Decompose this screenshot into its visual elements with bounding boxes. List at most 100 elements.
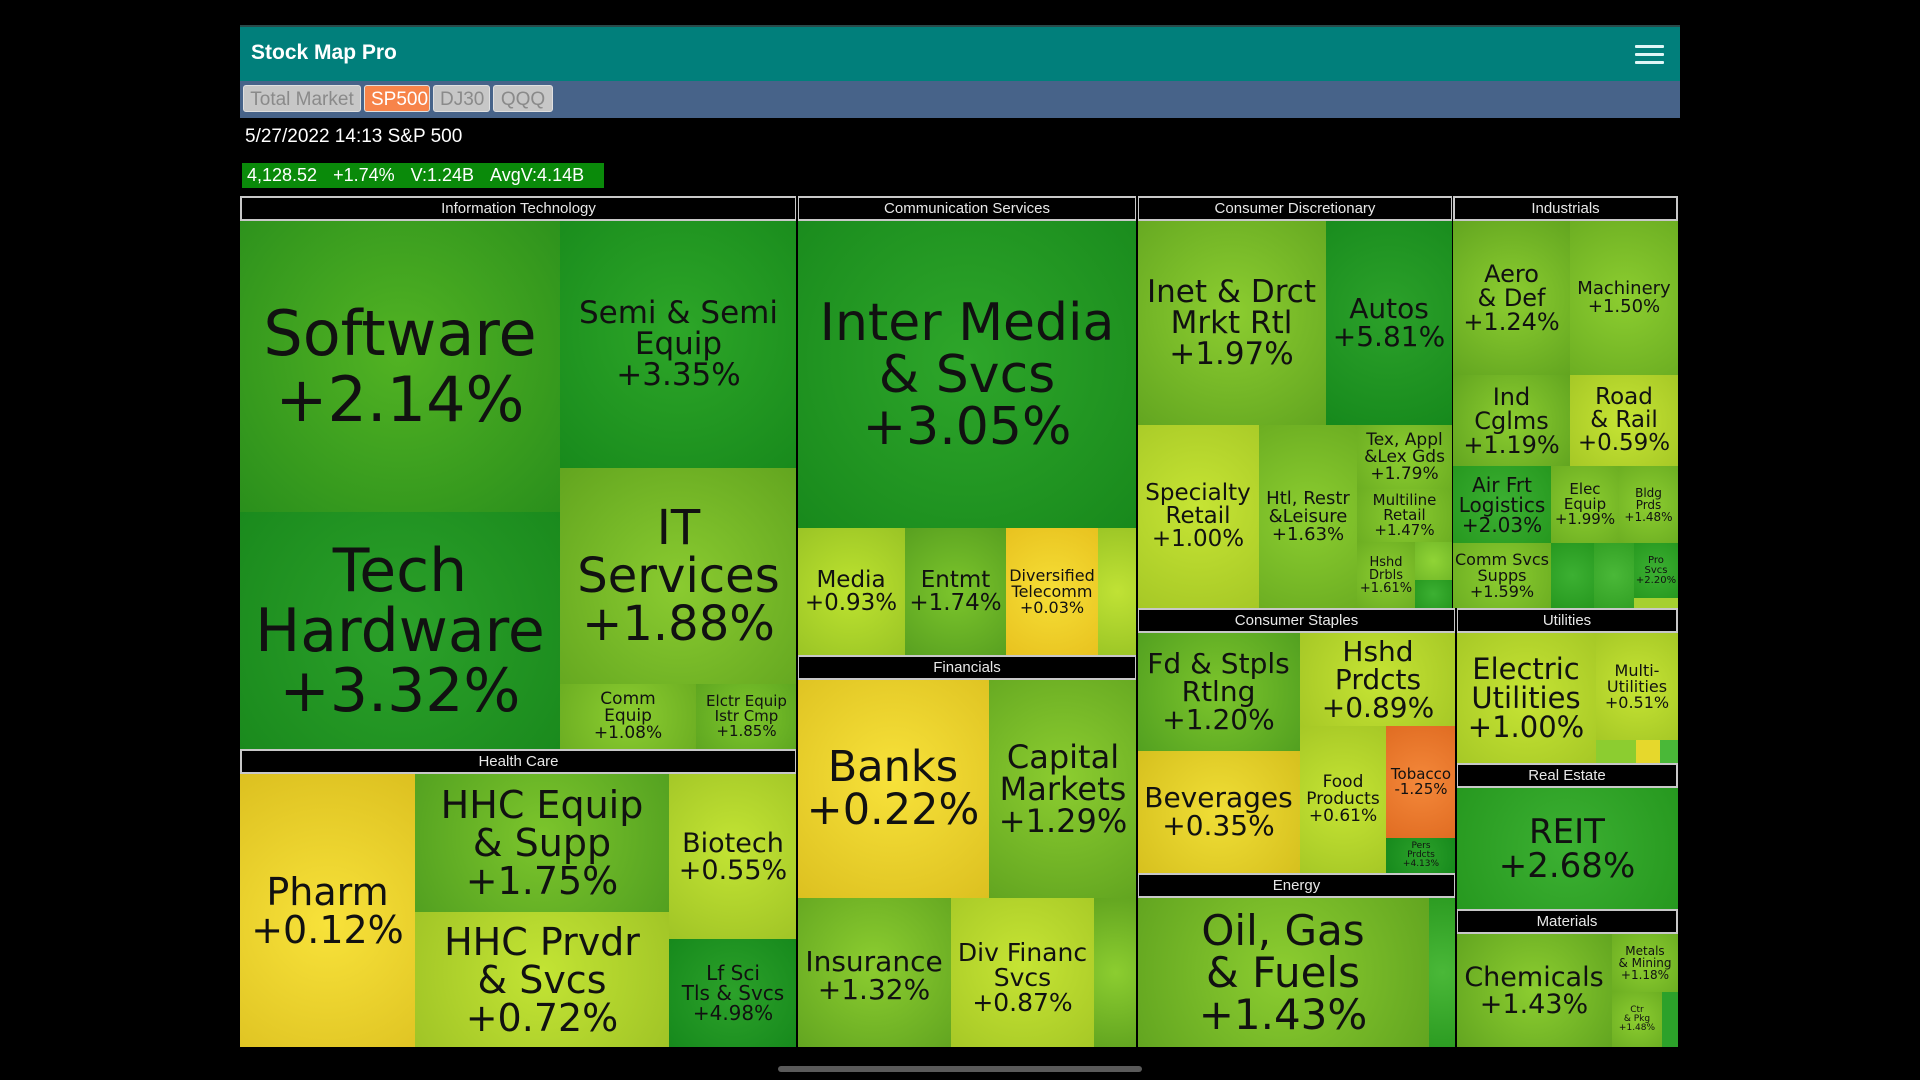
treemap-cell-util-other-2[interactable] [1636, 740, 1660, 763]
sector-header-communication-services[interactable]: Communication Services [797, 196, 1137, 221]
treemap-cell-multiline-retail[interactable]: Multiline Retail +1.47% [1357, 489, 1452, 542]
treemap-cell-tech-hardware[interactable]: Tech Hardware +3.32% [240, 512, 560, 749]
cell-name: Div Financ Svcs [957, 938, 1088, 992]
treemap-cell-bldg-prds[interactable]: Bldg Prds +1.48% [1619, 466, 1678, 543]
cell-name: HHC Prvdr & Svcs [444, 919, 640, 1002]
treemap-cell-cd-other-1[interactable] [1415, 542, 1452, 580]
app-header: Stock Map Pro [240, 25, 1680, 81]
sector-header-utilities[interactable]: Utilities [1456, 608, 1678, 633]
tab-total-market[interactable]: Total Market [243, 85, 361, 112]
treemap-cell-elctr-equip[interactable]: Elctr Equip Istr Cmp +1.85% [696, 684, 797, 749]
cell-change: +1.43% [1198, 989, 1368, 1039]
treemap-cell-fd-stpls[interactable]: Fd & Stpls Rtlng +1.20% [1137, 633, 1300, 751]
treemap-cell-it-services[interactable]: IT Services +1.88% [560, 468, 797, 684]
treemap-cell-htl-restr[interactable]: Htl, Restr &Leisure +1.63% [1259, 425, 1357, 608]
treemap-cell-ind-other-1[interactable] [1551, 543, 1594, 608]
cell-name: Hshd Prdcts [1334, 634, 1422, 696]
sector-header-energy[interactable]: Energy [1137, 873, 1456, 898]
treemap-cell-chemicals[interactable]: Chemicals +1.43% [1456, 934, 1612, 1047]
treemap-cell-hhc-prvdr[interactable]: HHC Prvdr & Svcs +0.72% [415, 912, 669, 1047]
home-indicator[interactable] [778, 1066, 1142, 1072]
tab-sp500[interactable]: SP500 [364, 85, 430, 112]
treemap-cell-pro-svcs[interactable]: Pro Svcs +2.20% [1634, 543, 1678, 598]
treemap-cell-reit[interactable]: REIT +2.68% [1456, 788, 1678, 909]
treemap-cell-air-frt[interactable]: Air Frt Logistics +2.03% [1453, 466, 1551, 543]
treemap-cell-comm-svcs-supps[interactable]: Comm Svcs Supps +1.59% [1453, 543, 1551, 608]
treemap-cell-banks[interactable]: Banks +0.22% [797, 680, 989, 898]
sector-header-information-technology[interactable]: Information Technology [240, 196, 797, 221]
treemap-cell-ind-cglms[interactable]: Ind Cglms +1.19% [1453, 375, 1570, 466]
treemap-cell-oil-gas[interactable]: Oil, Gas & Fuels +1.43% [1137, 898, 1429, 1047]
sector-header-materials[interactable]: Materials [1456, 909, 1678, 934]
treemap-cell-semi-equip[interactable]: Semi & Semi Equip +3.35% [560, 221, 797, 468]
sector-header-financials[interactable]: Financials [797, 655, 1137, 680]
treemap-cell-util-other-3[interactable] [1660, 740, 1678, 763]
cell-change: +1.08% [593, 723, 663, 743]
treemap-cell-multi-utilities[interactable]: Multi- Utilities +0.51% [1596, 633, 1678, 740]
treemap-cell-insurance[interactable]: Insurance +1.32% [797, 898, 951, 1047]
treemap-cell-beverages[interactable]: Beverages +0.35% [1137, 751, 1300, 873]
treemap-cell-specialty-retail[interactable]: Specialty Retail +1.00% [1137, 425, 1259, 608]
cell-change: +2.03% [1461, 512, 1543, 537]
treemap-cell-cd-other-2[interactable] [1415, 580, 1452, 608]
treemap-cell-electric-utilities[interactable]: Electric Utilities +1.00% [1456, 633, 1596, 763]
treemap-cell-inet-drct[interactable]: Inet & Drct Mrkt Rtl +1.97% [1137, 221, 1326, 425]
cell-name: Multiline Retail [1372, 491, 1437, 524]
treemap-cell-metals-mining[interactable]: Metals & Mining +1.18% [1612, 934, 1678, 992]
treemap-cell-tobacco[interactable]: Tobacco -1.25% [1386, 726, 1456, 838]
treemap-cell-ind-other-2[interactable] [1594, 543, 1634, 608]
treemap-cell-tex-appl[interactable]: Tex, Appl &Lex Gds +1.79% [1357, 425, 1452, 489]
treemap-cell-food-products[interactable]: Food Products +0.61% [1300, 726, 1386, 873]
treemap-cell-comm-other[interactable] [1098, 528, 1137, 655]
cell-name: Diversified Telecomm [1009, 565, 1095, 601]
sector-header-industrials[interactable]: Industrials [1453, 196, 1678, 221]
sector-header-consumer-discretionary[interactable]: Consumer Discretionary [1137, 196, 1453, 221]
treemap-cell-mat-other[interactable] [1662, 992, 1678, 1047]
treemap-cell-lf-sci[interactable]: Lf Sci Tls & Svcs +4.98% [669, 939, 797, 1047]
cell-name: REIT [1529, 811, 1605, 852]
treemap-cell-biotech[interactable]: Biotech +0.55% [669, 774, 797, 939]
treemap-cell-inter-media[interactable]: Inter Media & Svcs +3.05% [797, 221, 1137, 528]
cell-name: Insurance [805, 945, 943, 978]
treemap-cell-hshd-drbls[interactable]: Hshd Drbls +1.61% [1357, 542, 1415, 608]
treemap-cell-media[interactable]: Media +0.93% [797, 528, 905, 655]
index-volume: V:1.24B [410, 165, 475, 185]
cell-change: +1.50% [1587, 296, 1661, 317]
cell-name: Machinery [1577, 278, 1671, 299]
cell-change: +3.35% [616, 357, 741, 393]
treemap-cell-aero-def[interactable]: Aero & Def +1.24% [1453, 221, 1570, 375]
treemap-cell-machinery[interactable]: Machinery +1.50% [1570, 221, 1678, 375]
treemap-cell-software[interactable]: Software +2.14% [240, 221, 560, 512]
treemap-cell-entmt[interactable]: Entmt +1.74% [905, 528, 1006, 655]
treemap-cell-capital-markets[interactable]: Capital Markets +1.29% [989, 680, 1137, 898]
treemap-cell-elec-equip[interactable]: Elec Equip +1.99% [1551, 466, 1619, 543]
treemap-cell-diversified-telecomm[interactable]: Diversified Telecomm +0.03% [1006, 528, 1098, 655]
cell-change: +1.20% [1162, 703, 1275, 736]
treemap-cell-pers-prdcts[interactable]: Pers Prdcts +4.13% [1386, 838, 1456, 873]
treemap-cell-util-other-1[interactable] [1596, 740, 1636, 763]
sector-header-health-care[interactable]: Health Care [240, 749, 797, 774]
cell-change: +1.97% [1169, 335, 1294, 372]
sector-header-consumer-staples[interactable]: Consumer Staples [1137, 608, 1456, 633]
hamburger-icon[interactable] [1635, 43, 1664, 67]
treemap-cell-hshd-prdcts[interactable]: Hshd Prdcts +0.89% [1300, 633, 1456, 726]
treemap-cell-hhc-equip[interactable]: HHC Equip & Supp +1.75% [415, 774, 669, 912]
cell-change: +0.55% [678, 854, 788, 886]
treemap-cell-ctr-pkg[interactable]: Ctr & Pkg +1.48% [1612, 992, 1662, 1047]
sector-header-real-estate[interactable]: Real Estate [1456, 763, 1678, 788]
sector-divider [1455, 608, 1457, 1047]
treemap-cell-ind-other-3[interactable] [1634, 598, 1678, 608]
treemap-cell-fin-other[interactable] [1094, 898, 1137, 1047]
tab-dj30[interactable]: DJ30 [433, 85, 490, 112]
treemap-cell-pharm[interactable]: Pharm +0.12% [240, 774, 415, 1047]
treemap-cell-autos[interactable]: Autos +5.81% [1326, 221, 1452, 425]
treemap-cell-comm-equip[interactable]: Comm Equip +1.08% [560, 684, 696, 749]
cell-change: +0.59% [1577, 430, 1671, 456]
tab-qqq[interactable]: QQQ [493, 85, 553, 112]
cell-change: -1.25% [1394, 780, 1448, 798]
treemap-cell-energy-other[interactable] [1429, 898, 1456, 1047]
treemap-cell-div-financ[interactable]: Div Financ Svcs +0.87% [951, 898, 1094, 1047]
cell-change: +3.05% [862, 396, 1072, 457]
treemap-cell-road-rail[interactable]: Road & Rail +0.59% [1570, 375, 1678, 466]
cell-name: Lf Sci Tls & Svcs [681, 961, 785, 1005]
